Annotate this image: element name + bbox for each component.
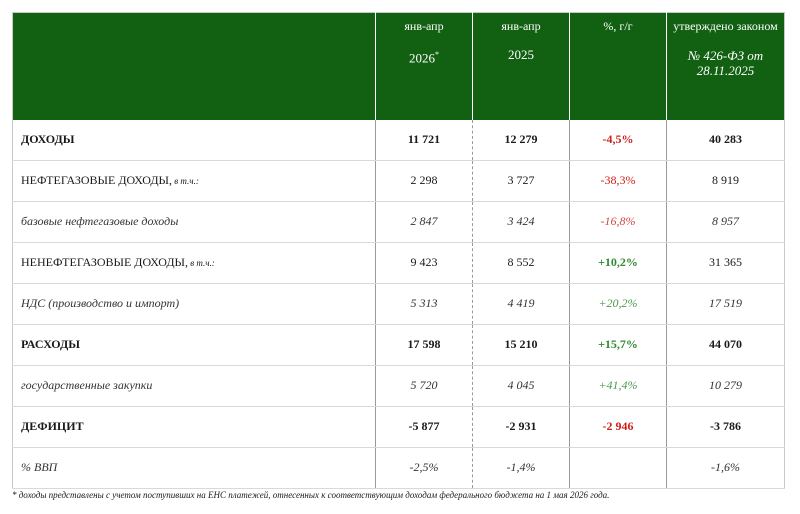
header-col-2025: янв-апр 2025 bbox=[472, 12, 570, 120]
budget-table: янв-апр 2026* янв-апр 2025 %, г/г утверж… bbox=[12, 12, 785, 489]
row-base-oil-gas-revenues: базовые нефтегазовые доходы 2 847 3 424 … bbox=[12, 201, 785, 243]
value-law: -1,6% bbox=[666, 447, 785, 489]
row-label: НЕФТЕГАЗОВЫЕ ДОХОДЫ, в т.ч.: bbox=[12, 160, 376, 202]
row-label: базовые нефтегазовые доходы bbox=[12, 201, 376, 243]
row-vat: НДС (производство и импорт) 5 313 4 419 … bbox=[12, 283, 785, 325]
header-col-2026: янв-апр 2026* bbox=[375, 12, 473, 120]
value-law: -3 786 bbox=[666, 406, 785, 448]
value-pct bbox=[569, 447, 667, 489]
header-col-law: утверждено законом № 426-ФЗ от 28.11.202… bbox=[666, 12, 785, 120]
row-label: государственные закупки bbox=[12, 365, 376, 407]
header-col-pct-label: %, г/г bbox=[603, 19, 633, 33]
value-law: 10 279 bbox=[666, 365, 785, 407]
row-non-oil-gas-revenues: НЕНЕФТЕГАЗОВЫЕ ДОХОДЫ, в т.ч.: 9 423 8 5… bbox=[12, 242, 785, 284]
value-2025: 3 727 bbox=[472, 160, 570, 202]
row-deficit-gdp: % ВВП -2,5% -1,4% -1,6% bbox=[12, 447, 785, 489]
header-col-2026-year: 2026* bbox=[409, 50, 439, 66]
header-col-2026-period: янв-апр bbox=[404, 19, 444, 33]
row-label-suffix: в т.ч.: bbox=[188, 258, 215, 268]
value-2026: 9 423 bbox=[375, 242, 473, 284]
value-law: 8 957 bbox=[666, 201, 785, 243]
header-col-pct: %, г/г bbox=[569, 12, 667, 120]
value-2026: -5 877 bbox=[375, 406, 473, 448]
header-row: янв-апр 2026* янв-апр 2025 %, г/г утверж… bbox=[12, 12, 785, 120]
value-2026: 5 313 bbox=[375, 283, 473, 325]
value-2026: 5 720 bbox=[375, 365, 473, 407]
row-label-suffix: в т.ч.: bbox=[172, 176, 199, 186]
value-2025: 12 279 bbox=[472, 119, 570, 161]
row-label: НДС (производство и импорт) bbox=[12, 283, 376, 325]
value-pct: +41,4% bbox=[569, 365, 667, 407]
footnote-mark: * bbox=[435, 50, 439, 59]
header-col-2025-period: янв-апр bbox=[501, 19, 541, 33]
value-pct: +20,2% bbox=[569, 283, 667, 325]
value-2025: 4 419 bbox=[472, 283, 570, 325]
value-2025: 4 045 bbox=[472, 365, 570, 407]
value-pct: -2 946 bbox=[569, 406, 667, 448]
footnote: * доходы представлены с учетом поступивш… bbox=[12, 490, 610, 500]
row-label: % ВВП bbox=[12, 447, 376, 489]
header-col-2025-year: 2025 bbox=[508, 47, 534, 62]
value-2026: 2 298 bbox=[375, 160, 473, 202]
value-law: 40 283 bbox=[666, 119, 785, 161]
value-2026: 17 598 bbox=[375, 324, 473, 366]
value-2026: 11 721 bbox=[375, 119, 473, 161]
header-col-law-ref: № 426-ФЗ от 28.11.2025 bbox=[687, 48, 764, 78]
value-pct: +15,7% bbox=[569, 324, 667, 366]
value-pct: -4,5% bbox=[569, 119, 667, 161]
row-label: ДОХОДЫ bbox=[12, 119, 376, 161]
value-2025: 8 552 bbox=[472, 242, 570, 284]
value-2025: 15 210 bbox=[472, 324, 570, 366]
value-2025: -2 931 bbox=[472, 406, 570, 448]
value-2025: 3 424 bbox=[472, 201, 570, 243]
value-pct: +10,2% bbox=[569, 242, 667, 284]
row-state-procurement: государственные закупки 5 720 4 045 +41,… bbox=[12, 365, 785, 407]
row-label: ДЕФИЦИТ bbox=[12, 406, 376, 448]
value-law: 31 365 bbox=[666, 242, 785, 284]
header-label-cell bbox=[12, 12, 376, 120]
row-label: РАСХОДЫ bbox=[12, 324, 376, 366]
value-pct: -16,8% bbox=[569, 201, 667, 243]
value-pct: -38,3% bbox=[569, 160, 667, 202]
value-law: 8 919 bbox=[666, 160, 785, 202]
value-2025: -1,4% bbox=[472, 447, 570, 489]
value-2026: -2,5% bbox=[375, 447, 473, 489]
value-2026: 2 847 bbox=[375, 201, 473, 243]
row-oil-gas-revenues: НЕФТЕГАЗОВЫЕ ДОХОДЫ, в т.ч.: 2 298 3 727… bbox=[12, 160, 785, 202]
row-expenditures: РАСХОДЫ 17 598 15 210 +15,7% 44 070 bbox=[12, 324, 785, 366]
header-col-law-title: утверждено законом bbox=[673, 19, 778, 33]
row-deficit: ДЕФИЦИТ -5 877 -2 931 -2 946 -3 786 bbox=[12, 406, 785, 448]
row-revenues: ДОХОДЫ 11 721 12 279 -4,5% 40 283 bbox=[12, 119, 785, 161]
value-law: 17 519 bbox=[666, 283, 785, 325]
value-law: 44 070 bbox=[666, 324, 785, 366]
row-label: НЕНЕФТЕГАЗОВЫЕ ДОХОДЫ, в т.ч.: bbox=[12, 242, 376, 284]
